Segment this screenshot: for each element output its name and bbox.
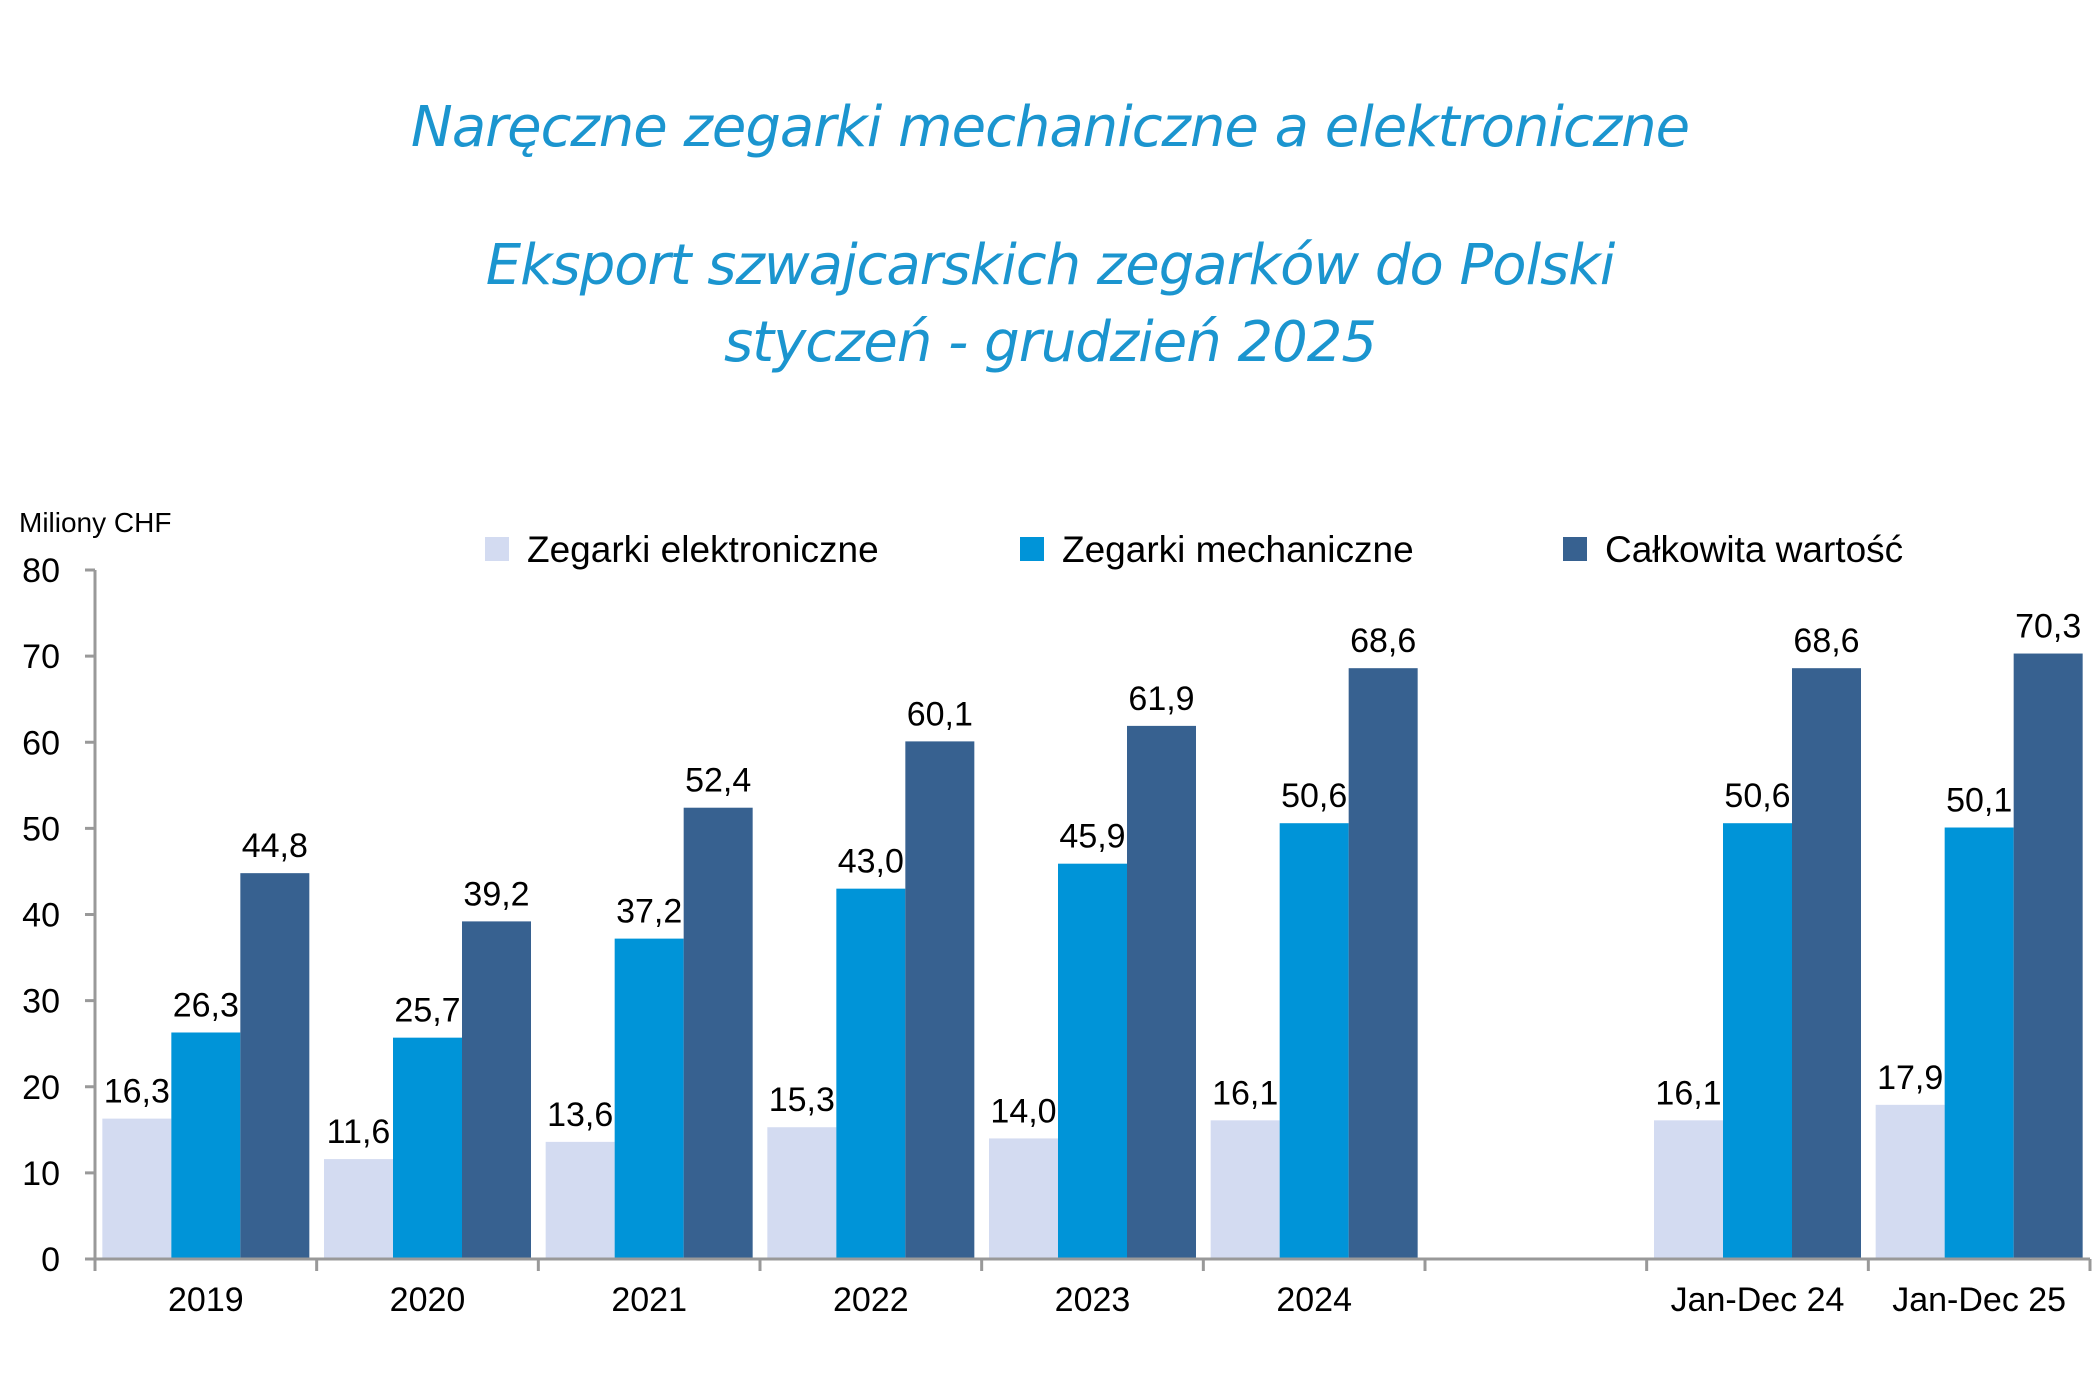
- bar-2-1: [462, 921, 531, 1259]
- y-tick-label: 0: [41, 1241, 60, 1279]
- chart-subtitle-line2: styczeń - grudzień 2025: [723, 310, 1377, 375]
- y-tick-label: 40: [22, 897, 60, 935]
- bar-2-0: [240, 873, 310, 1259]
- x-tick-label: Jan-Dec 25: [1892, 1281, 2066, 1319]
- data-label: 45,9: [1059, 818, 1125, 856]
- bar-2-3: [905, 741, 975, 1259]
- bar-2-5: [1348, 668, 1418, 1259]
- data-label: 44,8: [242, 827, 308, 865]
- data-label: 70,3: [2015, 608, 2081, 646]
- y-tick-label: 20: [22, 1069, 60, 1107]
- x-tick-label: 2024: [1276, 1281, 1352, 1319]
- data-label: 16,1: [1212, 1074, 1278, 1112]
- data-label: 68,6: [1793, 622, 1859, 660]
- data-label: 15,3: [769, 1081, 835, 1119]
- bar-0-7: [1654, 1120, 1723, 1259]
- data-label: 50,6: [1724, 777, 1790, 815]
- bar-1-0: [171, 1032, 241, 1259]
- data-label: 61,9: [1128, 680, 1194, 718]
- bar-1-2: [614, 938, 684, 1259]
- data-label: 11,6: [327, 1113, 391, 1151]
- data-label: 16,3: [104, 1073, 170, 1111]
- y-tick-label: 30: [22, 983, 60, 1021]
- bar-0-4: [989, 1138, 1058, 1259]
- legend-swatch: [485, 537, 509, 561]
- chart-subtitle-line1: Eksport szwajcarskich zegarków do Polski: [485, 233, 1616, 298]
- x-tick-label: Jan-Dec 24: [1671, 1281, 1845, 1319]
- x-tick-label: 2023: [1055, 1281, 1131, 1319]
- bar-1-5: [1279, 823, 1349, 1259]
- data-label: 50,6: [1281, 777, 1347, 815]
- bar-1-8: [1944, 827, 2014, 1259]
- data-label: 39,2: [463, 875, 529, 913]
- data-label: 14,0: [990, 1092, 1056, 1130]
- bar-0-2: [545, 1141, 615, 1259]
- legend-label: Zegarki elektroniczne: [527, 529, 879, 570]
- legend-label: Zegarki mechaniczne: [1062, 529, 1414, 570]
- bar-2-2: [683, 807, 753, 1259]
- y-tick-label: 10: [22, 1155, 60, 1193]
- bar-0-3: [767, 1127, 837, 1259]
- data-label: 50,1: [1946, 782, 2012, 820]
- data-label: 60,1: [907, 695, 973, 733]
- y-tick-label: 80: [22, 552, 60, 590]
- data-label: 26,3: [173, 986, 239, 1024]
- bar-2-8: [2013, 653, 2083, 1259]
- data-label: 43,0: [838, 843, 904, 881]
- bar-1-1: [393, 1037, 462, 1259]
- data-label: 17,9: [1877, 1059, 1943, 1097]
- x-tick-label: 2020: [390, 1281, 466, 1319]
- data-label: 52,4: [685, 762, 751, 800]
- bar-1-7: [1723, 823, 1792, 1259]
- chart-title: Naręczne zegarki mechaniczne a elektroni…: [410, 95, 1690, 160]
- bar-0-8: [1875, 1104, 1945, 1259]
- bar-0-5: [1210, 1120, 1280, 1259]
- data-label: 13,6: [547, 1096, 613, 1134]
- bar-2-7: [1792, 668, 1861, 1259]
- x-tick-label: 2019: [168, 1281, 244, 1319]
- bar-0-0: [102, 1118, 172, 1259]
- y-tick-label: 60: [22, 724, 60, 762]
- legend-swatch: [1020, 537, 1044, 561]
- data-label: 37,2: [616, 893, 682, 931]
- axes: 0 10 20 30 40 50 60 70 80 2019 2020 2021 2022 2023 202…: [22, 552, 2092, 1319]
- data-label: 25,7: [394, 992, 460, 1030]
- data-label: 16,1: [1655, 1074, 1721, 1112]
- x-tick-label: 2022: [833, 1281, 909, 1319]
- y-axis-unit-label: Miliony CHF: [19, 507, 171, 538]
- y-tick-label: 70: [22, 638, 60, 676]
- legend: Zegarki elektroniczne Zegarki mechaniczne…: [485, 529, 1903, 570]
- legend-swatch: [1563, 537, 1587, 561]
- data-label: 68,6: [1350, 622, 1416, 660]
- x-tick-label: 2021: [611, 1281, 687, 1319]
- bar-1-4: [1058, 863, 1127, 1259]
- bar-1-3: [836, 888, 906, 1259]
- legend-label: Całkowita wartość: [1605, 529, 1903, 570]
- bar-0-1: [324, 1159, 393, 1259]
- y-tick-label: 50: [22, 810, 60, 848]
- bar-2-4: [1127, 725, 1196, 1259]
- bars: 16,3 11,6 13,6 15,3 14,0 16,1 16,1 17,9 26,3 25,7…: [102, 608, 2083, 1259]
